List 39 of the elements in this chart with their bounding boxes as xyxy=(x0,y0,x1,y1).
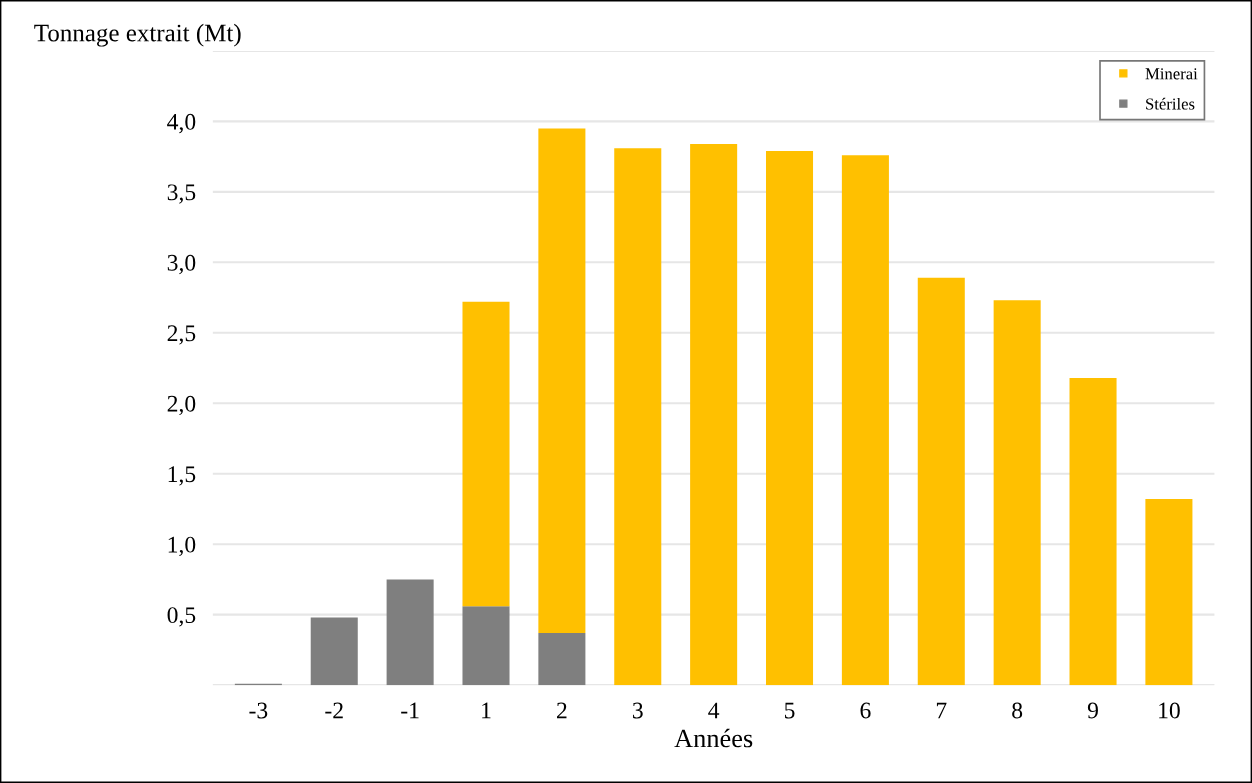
x-tick-label: -1 xyxy=(401,702,419,719)
y-tick-label: 2,5 xyxy=(167,325,196,345)
bar xyxy=(690,143,738,686)
x-tick-label: 3 xyxy=(632,702,643,719)
x-tick-label: 4 xyxy=(708,702,720,719)
y-tick-label: 3,5 xyxy=(167,184,196,204)
x-tick-label: -3 xyxy=(249,702,268,719)
x-tick-label: 1 xyxy=(482,702,491,719)
x-tick-label: 8 xyxy=(1012,702,1023,719)
x-tick-label: 2 xyxy=(557,702,567,719)
y-tick-label: 4,0 xyxy=(167,113,196,134)
y-tick-label: 2,0 xyxy=(167,395,196,416)
y-tick-label: 3,0 xyxy=(167,254,196,275)
x-tick-label: 10 xyxy=(1159,702,1180,719)
y-tick-label: 0,5 xyxy=(167,607,196,627)
x-tick-label: 6 xyxy=(860,702,871,719)
legend-label: Stériles xyxy=(1146,97,1195,110)
bar xyxy=(538,632,586,686)
bar xyxy=(462,606,510,686)
x-tick-label: 5 xyxy=(784,702,795,719)
x-axis-title: Années xyxy=(674,728,753,748)
y-tick-label: 1,0 xyxy=(168,536,196,557)
bar xyxy=(993,300,1041,686)
bar xyxy=(1145,499,1193,686)
bar xyxy=(1069,377,1117,686)
bar xyxy=(917,277,965,686)
bar xyxy=(386,579,434,686)
y-tick-label: 1,5 xyxy=(168,466,196,486)
bar xyxy=(462,301,510,607)
y-axis-title: Tonnage extrait (Mt) xyxy=(34,23,241,47)
bar xyxy=(538,128,586,633)
bar xyxy=(841,155,889,686)
x-tick-label: 9 xyxy=(1087,702,1098,719)
x-tick-label: -2 xyxy=(325,702,343,719)
bar xyxy=(310,617,358,686)
bar xyxy=(614,148,662,686)
legend-label: Minerai xyxy=(1145,68,1198,80)
bar xyxy=(766,150,814,686)
x-tick-label: 7 xyxy=(936,702,947,719)
